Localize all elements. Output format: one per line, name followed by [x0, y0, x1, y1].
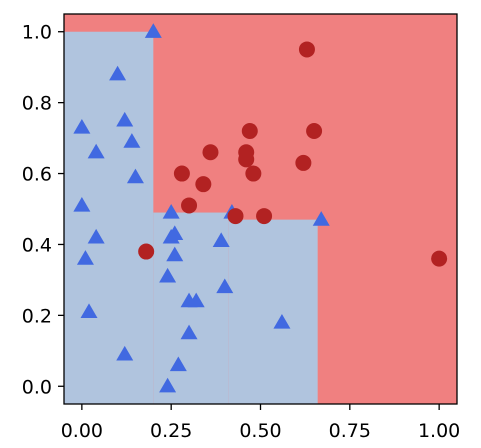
- circle-point: [256, 208, 273, 225]
- decision-regions: [64, 14, 457, 405]
- circle-point: [238, 151, 255, 168]
- triangle-point: [109, 65, 127, 81]
- triangle-point: [162, 204, 180, 219]
- triangle-point: [87, 228, 105, 244]
- triangle-point: [273, 313, 291, 329]
- triangle-point: [144, 23, 162, 38]
- triangle-point: [312, 211, 330, 226]
- triangle-point: [126, 168, 144, 184]
- y-tick-label: 0.6: [22, 164, 52, 186]
- triangle-point: [159, 267, 177, 283]
- triangle-point: [159, 377, 177, 393]
- triangle-point: [166, 246, 184, 262]
- x-tick-label: 1.00: [418, 420, 460, 442]
- y-tick-label: 0.8: [22, 93, 52, 115]
- y-tick-label: 0.2: [22, 305, 52, 327]
- y-tick-label: 1.0: [22, 22, 52, 44]
- circle-point: [202, 144, 219, 161]
- circle-point: [138, 243, 155, 260]
- x-tick-label: 0.75: [329, 420, 371, 442]
- circle-point: [431, 250, 448, 267]
- x-tick-label: 0.00: [61, 420, 103, 442]
- circle-point: [181, 197, 198, 214]
- triangle-point: [116, 345, 134, 361]
- circle-point: [306, 123, 323, 139]
- decision-region-class-0: [64, 31, 154, 405]
- triangle-point: [116, 111, 134, 127]
- circle-point: [227, 208, 244, 225]
- decision-region-class-0: [228, 219, 318, 404]
- triangle-point: [73, 196, 91, 212]
- data-points: [73, 23, 448, 393]
- triangle-point: [123, 133, 141, 148]
- circle-point: [195, 176, 212, 193]
- triangle-point: [180, 324, 198, 340]
- x-tick-label: 0.50: [239, 420, 281, 442]
- triangle-point: [212, 232, 230, 248]
- x-tick-label: 0.25: [150, 420, 192, 442]
- circle-point: [245, 165, 262, 182]
- triangle-point: [80, 303, 98, 318]
- y-tick-label: 0.0: [22, 376, 52, 398]
- triangle-point: [76, 250, 94, 265]
- axes: 0.00 0.25 0.50 0.75 1.00 0.0 0.2 0.4 0.6 0.8 1.0: [22, 13, 460, 442]
- triangle-point: [169, 356, 187, 372]
- triangle-point: [187, 292, 205, 308]
- y-tick-label: 0.4: [22, 234, 52, 256]
- triangle-point: [162, 228, 180, 244]
- circle-point: [298, 41, 315, 58]
- triangle-point: [216, 278, 234, 294]
- circle-point: [241, 123, 258, 139]
- triangle-point: [73, 118, 91, 134]
- triangle-point: [87, 143, 105, 159]
- circle-point: [173, 165, 190, 182]
- circle-point: [295, 154, 312, 171]
